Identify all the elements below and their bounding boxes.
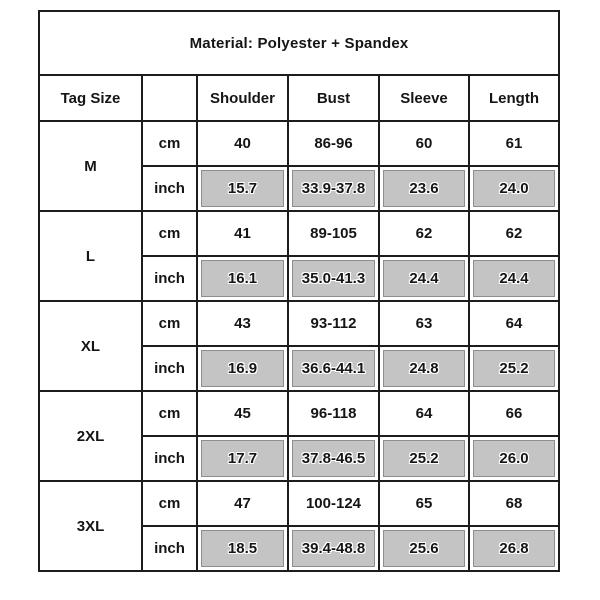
unit-label-inch: inch	[141, 525, 198, 572]
value-cell-cm: 62	[378, 210, 470, 257]
value-cell-inch: 25.2	[378, 435, 470, 482]
value-cell-inch: 24.4	[378, 255, 470, 302]
highlighted-inch-value: 37.8-46.5	[292, 440, 375, 477]
size-row-2xl-cm: 2XL cm 45 96-118 64 66	[38, 390, 561, 482]
highlighted-inch-value: 24.4	[473, 260, 556, 297]
highlighted-inch-value: 16.9	[201, 350, 284, 387]
unit-label-cm: cm	[141, 480, 198, 527]
value-cell-inch: 25.6	[378, 525, 470, 572]
value-cell-cm: 66	[467, 390, 561, 437]
size-chart-table: Material: Polyester + Spandex Tag Size S…	[37, 10, 561, 572]
highlighted-inch-value: 24.0	[473, 170, 556, 207]
highlighted-inch-value: 25.6	[383, 530, 465, 567]
unit-label-cm: cm	[141, 120, 198, 167]
column-header-bust: Bust	[287, 74, 380, 122]
highlighted-inch-value: 33.9-37.8	[292, 170, 375, 207]
size-row-xl-inch: inch 16.9 36.6-44.1 24.8 25.2	[39, 345, 561, 392]
value-cell-cm: 68	[467, 480, 561, 527]
highlighted-inch-value: 26.8	[473, 530, 556, 567]
column-header-length: Length	[467, 74, 561, 122]
size-row-m-inch: inch 15.7 33.9-37.8 23.6 24.0	[39, 165, 561, 212]
unit-label-inch: inch	[141, 345, 198, 392]
value-cell-cm: 41	[196, 210, 289, 257]
value-cell-cm: 60	[378, 120, 470, 167]
value-cell-inch: 26.8	[467, 525, 561, 572]
value-cell-inch: 17.7	[196, 435, 289, 482]
value-cell-inch: 33.9-37.8	[287, 165, 380, 212]
size-label-xl: XL	[38, 300, 143, 392]
column-header-row: Tag Size Shoulder Bust Sleeve Length	[38, 74, 561, 122]
size-label-2xl: 2XL	[38, 390, 143, 482]
value-cell-cm: 96-118	[287, 390, 380, 437]
highlighted-inch-value: 23.6	[383, 170, 465, 207]
value-cell-cm: 89-105	[287, 210, 380, 257]
value-cell-cm: 100-124	[287, 480, 380, 527]
value-cell-cm: 40	[196, 120, 289, 167]
size-row-3xl-cm: 3XL cm 47 100-124 65 68	[38, 480, 561, 572]
value-cell-inch: 23.6	[378, 165, 470, 212]
size-label-l: L	[38, 210, 143, 302]
value-cell-inch: 24.0	[467, 165, 561, 212]
size-row-l-inch: inch 16.1 35.0-41.3 24.4 24.4	[39, 255, 561, 302]
unit-label-inch: inch	[141, 165, 198, 212]
value-cell-inch: 36.6-44.1	[287, 345, 380, 392]
value-cell-cm: 63	[378, 300, 470, 347]
highlighted-inch-value: 24.8	[383, 350, 465, 387]
size-row-xl-cm: XL cm 43 93-112 63 64	[38, 300, 561, 392]
highlighted-inch-value: 35.0-41.3	[292, 260, 375, 297]
value-cell-inch: 39.4-48.8	[287, 525, 380, 572]
value-cell-inch: 18.5	[196, 525, 289, 572]
unit-label-cm: cm	[141, 390, 198, 437]
value-cell-inch: 16.1	[196, 255, 289, 302]
highlighted-inch-value: 25.2	[383, 440, 465, 477]
highlighted-inch-value: 39.4-48.8	[292, 530, 375, 567]
size-row-2xl-inch: inch 17.7 37.8-46.5 25.2 26.0	[39, 435, 561, 482]
value-cell-cm: 64	[467, 300, 561, 347]
value-cell-cm: 86-96	[287, 120, 380, 167]
unit-label-inch: inch	[141, 435, 198, 482]
value-cell-inch: 37.8-46.5	[287, 435, 380, 482]
material-title-row: Material: Polyester + Spandex	[37, 10, 561, 76]
value-cell-cm: 61	[467, 120, 561, 167]
value-cell-cm: 47	[196, 480, 289, 527]
value-cell-cm: 64	[378, 390, 470, 437]
value-cell-cm: 62	[467, 210, 561, 257]
highlighted-inch-value: 17.7	[201, 440, 284, 477]
value-cell-inch: 26.0	[467, 435, 561, 482]
column-header-shoulder: Shoulder	[196, 74, 289, 122]
value-cell-inch: 15.7	[196, 165, 289, 212]
value-cell-inch: 35.0-41.3	[287, 255, 380, 302]
size-row-3xl-inch: inch 18.5 39.4-48.8 25.6 26.8	[39, 525, 561, 572]
size-label-m: M	[38, 120, 143, 212]
value-cell-cm: 65	[378, 480, 470, 527]
highlighted-inch-value: 25.2	[473, 350, 556, 387]
unit-label-cm: cm	[141, 300, 198, 347]
material-title: Material: Polyester + Spandex	[37, 10, 561, 76]
value-cell-inch: 24.8	[378, 345, 470, 392]
value-cell-inch: 24.4	[467, 255, 561, 302]
highlighted-inch-value: 18.5	[201, 530, 284, 567]
value-cell-cm: 43	[196, 300, 289, 347]
highlighted-inch-value: 36.6-44.1	[292, 350, 375, 387]
highlighted-inch-value: 15.7	[201, 170, 284, 207]
value-cell-inch: 25.2	[467, 345, 561, 392]
highlighted-inch-value: 24.4	[383, 260, 465, 297]
value-cell-cm: 45	[196, 390, 289, 437]
unit-label-cm: cm	[141, 210, 198, 257]
size-label-3xl: 3XL	[38, 480, 143, 572]
column-header-unit	[141, 74, 198, 122]
highlighted-inch-value: 16.1	[201, 260, 284, 297]
size-table-body: Material: Polyester + Spandex Tag Size S…	[37, 10, 561, 572]
unit-label-inch: inch	[141, 255, 198, 302]
value-cell-inch: 16.9	[196, 345, 289, 392]
column-header-tag-size: Tag Size	[38, 74, 143, 122]
column-header-sleeve: Sleeve	[378, 74, 470, 122]
highlighted-inch-value: 26.0	[473, 440, 556, 477]
value-cell-cm: 93-112	[287, 300, 380, 347]
